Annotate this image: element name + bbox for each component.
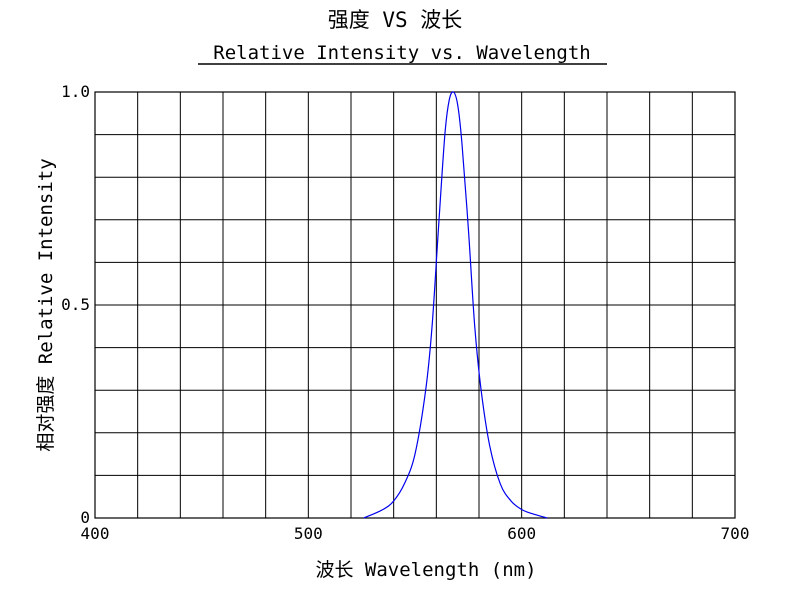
series-line	[363, 91, 548, 519]
y-tick-label: 0	[80, 508, 90, 527]
y-tick-labels: 0 0.5 1.0	[61, 82, 90, 527]
x-tick-label: 400	[81, 524, 110, 543]
x-tick-labels: 400 500 600 700	[81, 524, 750, 543]
series-layer	[363, 91, 548, 519]
chart-subtitle: Relative Intensity vs. Wavelength	[213, 42, 591, 64]
x-tick-label: 700	[721, 524, 750, 543]
chart-title: 强度 VS 波长	[328, 8, 463, 32]
y-tick-label: 1.0	[61, 82, 90, 101]
x-axis-label: 波长 Wavelength (nm)	[315, 559, 536, 581]
x-tick-label: 600	[507, 524, 536, 543]
x-tick-label: 500	[294, 524, 323, 543]
grid	[95, 92, 735, 518]
y-tick-label: 0.5	[61, 295, 90, 314]
y-axis-label: 相对强度 Relative Intensity	[35, 158, 57, 451]
plot-frame	[94, 91, 736, 519]
